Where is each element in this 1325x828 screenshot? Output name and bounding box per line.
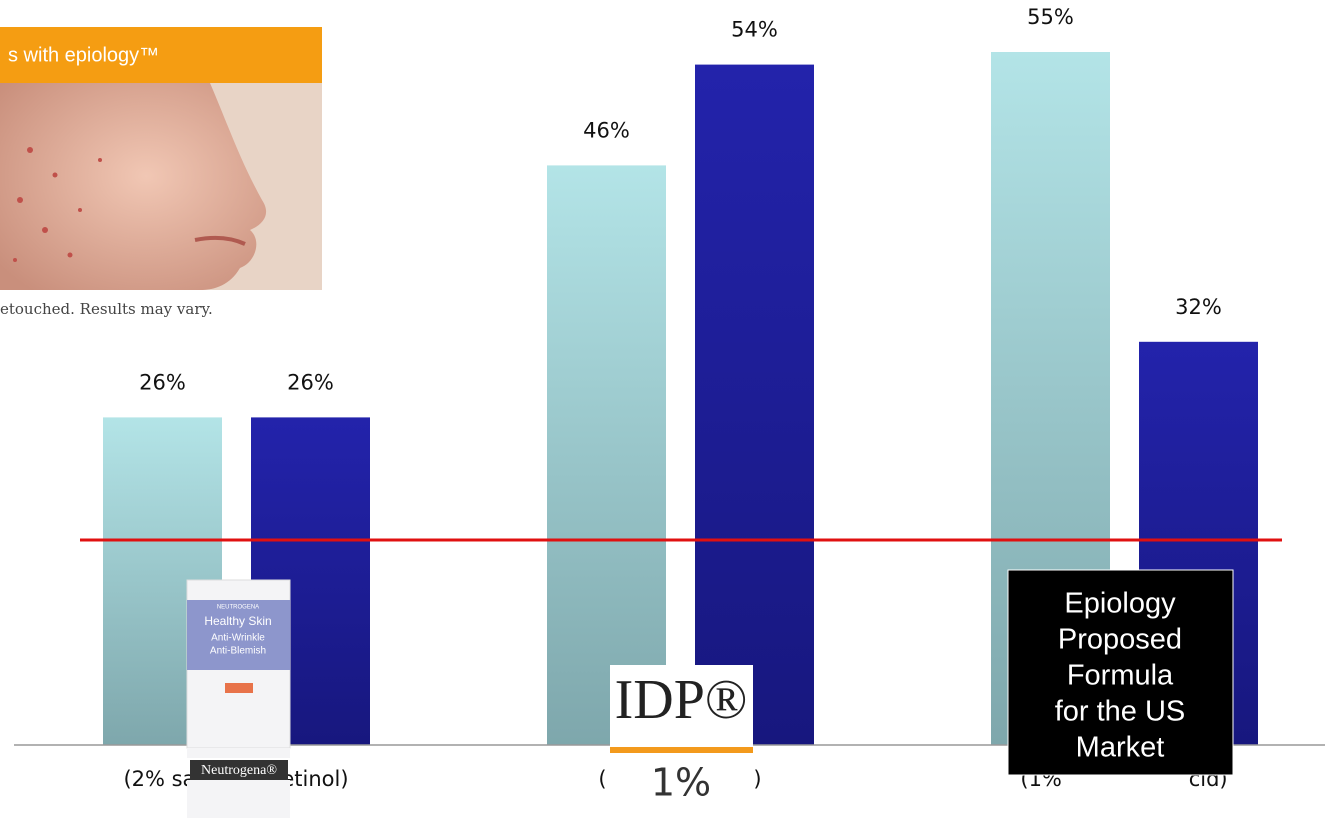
bar bbox=[695, 64, 814, 746]
product-text: Healthy Skin bbox=[204, 614, 271, 628]
callout-line: for the US bbox=[1055, 696, 1186, 728]
product-text: Anti-Blemish bbox=[210, 646, 266, 657]
logo: IDP® 1% bbox=[610, 665, 753, 807]
logo-rule bbox=[610, 747, 753, 753]
callout-line: Market bbox=[1076, 732, 1165, 764]
banner-text: s with epiology™ bbox=[8, 44, 159, 66]
lips bbox=[194, 235, 246, 246]
product-text: NEUTROGENA bbox=[217, 605, 259, 611]
value-label: 54% bbox=[731, 18, 778, 42]
bar bbox=[547, 165, 666, 745]
product-text: Anti-Wrinkle bbox=[211, 633, 265, 644]
photo-caption: etouched. Results may vary. bbox=[0, 300, 213, 318]
logo-dose: 1% bbox=[651, 761, 711, 805]
callout-text: Epiology Proposed Formula for the US Market bbox=[1055, 588, 1186, 764]
value-label: 26% bbox=[139, 370, 186, 394]
logo-bg bbox=[610, 665, 753, 807]
box-band bbox=[187, 600, 290, 670]
box-tag bbox=[225, 683, 253, 693]
value-label: 46% bbox=[583, 118, 630, 142]
value-label: 55% bbox=[1027, 5, 1074, 29]
callout-line: Epiology bbox=[1064, 588, 1176, 620]
callout-line: Proposed bbox=[1058, 624, 1182, 656]
product-brand: Neutrogena® bbox=[201, 763, 277, 778]
value-label: 32% bbox=[1175, 295, 1222, 319]
brand-bar bbox=[190, 760, 288, 780]
logo-name: IDP® bbox=[615, 669, 748, 731]
product-box: NEUTROGENA Healthy Skin Anti-Wrinkle Ant… bbox=[186, 579, 291, 818]
photo-banner bbox=[0, 27, 322, 83]
callout-box bbox=[1007, 569, 1234, 776]
callout: Epiology Proposed Formula for the US Market bbox=[1007, 569, 1234, 776]
spots bbox=[13, 147, 102, 262]
callout-line: Formula bbox=[1067, 660, 1174, 692]
box bbox=[187, 780, 290, 818]
value-label: 26% bbox=[287, 370, 334, 394]
box bbox=[187, 748, 290, 758]
photo: s with epiology™ etouched. Results may v… bbox=[0, 25, 322, 318]
